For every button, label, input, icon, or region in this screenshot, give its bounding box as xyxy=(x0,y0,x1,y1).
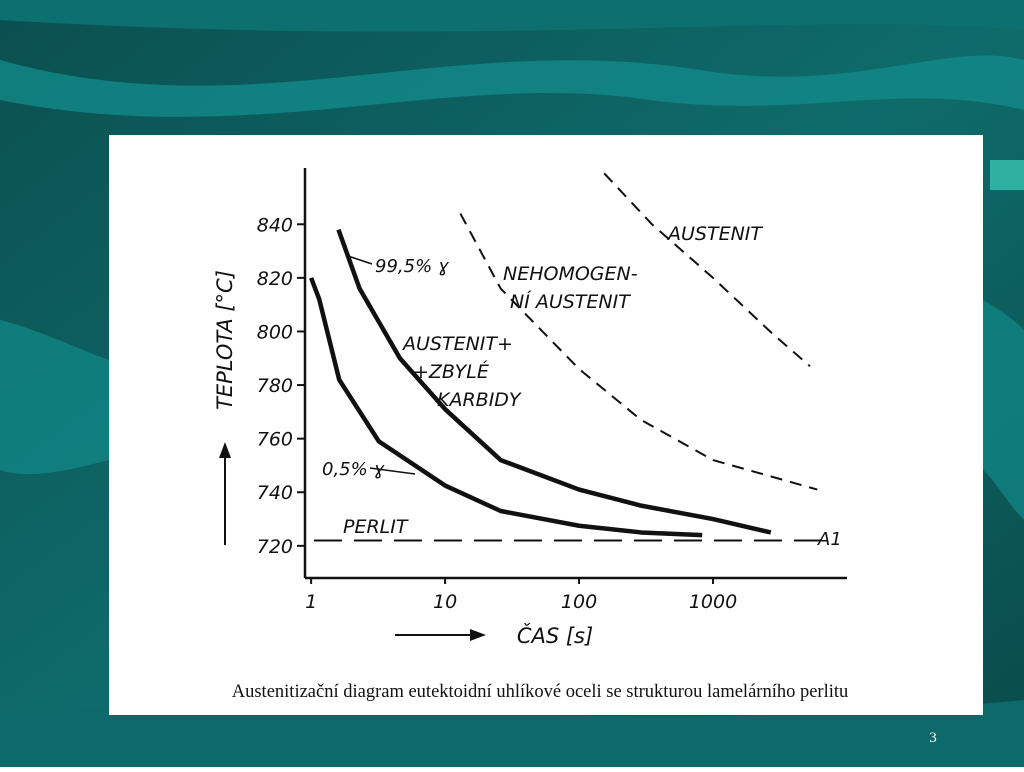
wave xyxy=(0,55,1024,117)
x-tick-label: 100 xyxy=(561,591,597,613)
x-tick-label: 1 xyxy=(305,591,317,613)
wave xyxy=(0,0,1024,32)
plot: 720 740 760 780 800 820 840 1 10 100 1000 0,5% ɣ 99,… xyxy=(257,172,842,613)
series-label: 99,5% ɣ xyxy=(375,256,450,277)
wave xyxy=(0,700,1024,767)
wave xyxy=(983,300,1024,520)
y-tick-label: 740 xyxy=(257,482,293,504)
wave xyxy=(0,320,109,475)
y-tick-label: 820 xyxy=(257,268,293,290)
leader-line xyxy=(347,255,373,265)
y-tick-label: 760 xyxy=(257,429,293,451)
page-number: 3 xyxy=(929,730,937,746)
curve xyxy=(309,277,703,538)
series-label: 0,5% ɣ xyxy=(322,459,385,480)
annotation: KARBIDY xyxy=(437,389,522,411)
curve xyxy=(603,172,811,368)
y-axis-label: TEPLOTA [°C] xyxy=(213,270,237,410)
leader-line xyxy=(369,467,416,475)
y-arrow-head xyxy=(219,442,231,458)
decor xyxy=(990,160,1024,190)
curve xyxy=(336,228,772,535)
y-tick-label: 840 xyxy=(257,214,293,236)
y-tick-label: 780 xyxy=(257,375,293,397)
caption: Austenitizační diagram eutektoidní uhlík… xyxy=(232,682,849,702)
x-tick-label: 1000 xyxy=(689,591,737,613)
y-tick-label: 800 xyxy=(257,321,293,343)
panel xyxy=(109,135,983,715)
x-arrow-head xyxy=(470,629,486,641)
annotation: NÍ AUSTENIT xyxy=(510,290,631,313)
y-tick-label: 720 xyxy=(257,536,293,558)
annotation: PERLIT xyxy=(343,516,409,538)
annotation: AUSTENIT xyxy=(666,223,763,245)
annotation: NEHOMOGEN- xyxy=(503,263,638,285)
curve xyxy=(459,213,818,491)
x-axis-label: ČAS [s] xyxy=(517,623,593,648)
annotation: +ZBYLÉ xyxy=(413,360,489,383)
series-label: A1 xyxy=(817,529,842,550)
annotation: AUSTENIT+ xyxy=(401,333,513,355)
x-tick-label: 10 xyxy=(433,591,457,613)
